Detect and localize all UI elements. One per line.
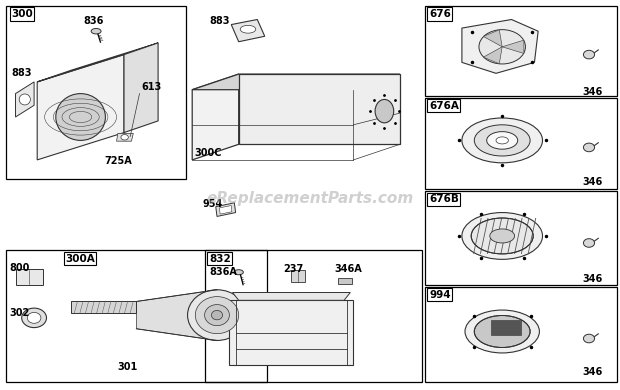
Ellipse shape [583,239,595,247]
Text: 676A: 676A [429,101,459,111]
Text: 346: 346 [583,274,603,284]
Polygon shape [232,292,350,300]
Bar [71,301,136,313]
Text: 346: 346 [583,87,603,97]
Ellipse shape [22,308,46,328]
Ellipse shape [187,290,247,340]
Polygon shape [219,206,232,214]
Polygon shape [37,55,124,160]
Bar [205,250,422,382]
Bar [425,287,617,382]
Polygon shape [484,47,502,64]
Text: 237: 237 [283,264,304,275]
Bar [6,6,186,179]
Text: 954: 954 [202,199,223,209]
Polygon shape [37,43,158,82]
Ellipse shape [583,50,595,59]
Text: 346: 346 [583,177,603,188]
Ellipse shape [205,305,229,326]
Text: 832: 832 [209,254,231,264]
Ellipse shape [474,125,530,156]
Ellipse shape [583,143,595,152]
Text: 725A: 725A [104,156,132,166]
Ellipse shape [462,213,542,259]
Text: 300C: 300C [195,148,222,158]
Ellipse shape [375,99,394,123]
Text: 300A: 300A [65,254,95,264]
Polygon shape [16,82,34,117]
Polygon shape [192,74,400,90]
Ellipse shape [496,137,508,144]
Ellipse shape [471,218,533,254]
Text: 836: 836 [83,16,104,26]
Ellipse shape [487,132,518,149]
Ellipse shape [56,94,105,140]
Bar [291,270,305,282]
Text: 300: 300 [11,9,33,19]
Text: 346A: 346A [335,264,363,275]
Ellipse shape [479,30,526,64]
Polygon shape [484,30,502,47]
Text: 800: 800 [9,263,30,273]
Ellipse shape [27,312,41,323]
Text: 836A: 836A [209,267,237,277]
Text: 302: 302 [9,308,30,318]
Text: 883: 883 [11,68,32,78]
Ellipse shape [91,28,101,34]
Ellipse shape [234,270,243,275]
Bar [6,250,267,382]
Bar [16,269,43,285]
Text: 676B: 676B [429,194,459,204]
Ellipse shape [195,296,239,334]
Text: 883: 883 [210,16,230,26]
Text: 676: 676 [429,9,451,19]
Ellipse shape [211,310,223,320]
Polygon shape [462,20,538,73]
Text: 301: 301 [118,362,138,372]
Ellipse shape [462,118,542,163]
Text: 346: 346 [583,367,603,378]
Polygon shape [239,74,400,144]
Ellipse shape [474,316,530,347]
Bar [425,191,617,285]
Ellipse shape [490,229,515,243]
Bar [425,98,617,189]
Polygon shape [136,290,217,340]
Ellipse shape [583,334,595,343]
Text: eReplacementParts.com: eReplacementParts.com [206,191,414,206]
Bar [229,300,353,365]
Text: 994: 994 [429,290,451,300]
Ellipse shape [465,310,539,353]
Polygon shape [124,43,158,133]
Polygon shape [491,320,521,335]
Text: 613: 613 [141,82,162,92]
Polygon shape [117,133,133,141]
Ellipse shape [241,25,255,33]
Polygon shape [231,20,265,42]
Polygon shape [192,74,239,160]
Ellipse shape [19,94,30,105]
Polygon shape [216,203,236,216]
Polygon shape [502,40,524,53]
Ellipse shape [121,135,128,140]
Bar [338,278,352,284]
Bar [425,6,617,96]
